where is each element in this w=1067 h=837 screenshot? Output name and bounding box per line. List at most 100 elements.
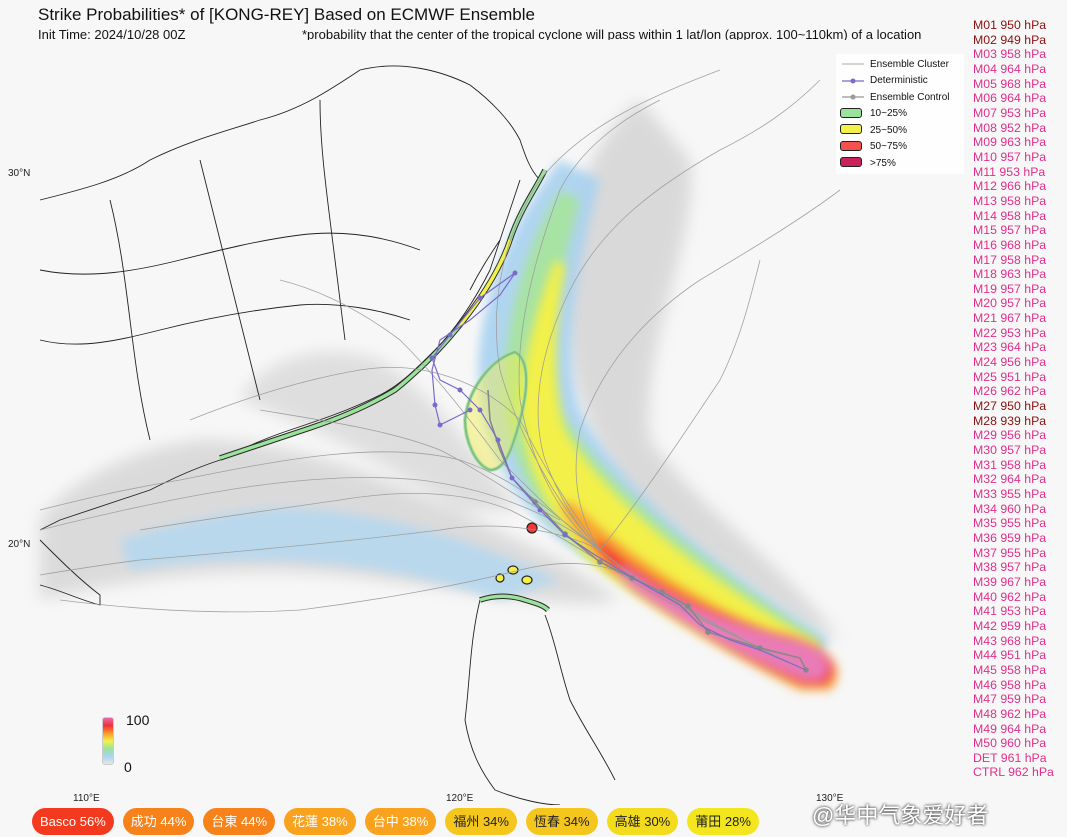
member-pressure-item: M28 939 hPa (973, 413, 1047, 428)
member-pressure-item: M33 955 hPa (973, 487, 1047, 501)
member-pressure-item: M36 959 hPa (973, 530, 1047, 545)
member-pressure-item: M20 957 hPa (973, 296, 1047, 311)
colorbar-min-label: 0 (124, 759, 132, 775)
member-pressure-item: M25 951 hPa (973, 369, 1047, 384)
member-pressure-item: M18 963 hPa (973, 267, 1047, 282)
legend-item: 25~50% (840, 122, 960, 139)
member-pressure-item: M29 956 hPa (973, 428, 1047, 443)
member-pressure-item: M50 960 hPa (973, 736, 1047, 751)
legend-line-icon (840, 58, 866, 70)
member-pressure-item: M39 967 hPa (973, 574, 1047, 589)
legend-label: 50~75% (870, 141, 907, 153)
lat-label: 30°N (8, 168, 31, 179)
legend-label: 10~25% (870, 108, 907, 120)
member-pressure-item: M09 963 hPa (973, 135, 1047, 150)
legend-item: Ensemble Control (840, 89, 960, 106)
colorbar-max-label: 100 (126, 712, 150, 728)
legend-label: >75% (870, 157, 896, 169)
member-pressure-item: M43 968 hPa (973, 633, 1047, 648)
map-title: Strike Probabilities* of [KONG-REY] Base… (38, 5, 535, 24)
member-pressure-item: M10 957 hPa (973, 149, 1047, 164)
member-pressure-item: M11 953 hPa (973, 164, 1046, 179)
member-pressure-item: M42 959 hPa (973, 618, 1047, 633)
strike-probability-map (0, 40, 965, 805)
land-outlines (39, 65, 541, 606)
member-pressure-item: M45 958 hPa (973, 662, 1047, 677)
member-pressure-item: DET 961 hPa (973, 750, 1047, 765)
member-pressure-item: M35 955 hPa (973, 516, 1047, 531)
location-probability-badge: 台東 44% (203, 808, 276, 835)
member-pressure-item: M47 959 hPa (973, 692, 1047, 707)
lon-label: 130°E (816, 793, 844, 804)
member-pressure-item: M37 955 hPa (973, 545, 1047, 560)
legend-box-icon (840, 124, 866, 136)
location-probability-list: Basco 56% 成功 44% 台東 44% 花蓮 38% 台中 38% 福州 34% 恆… (32, 808, 759, 835)
probability-plume-blue (120, 160, 830, 680)
legend-box-icon (840, 140, 866, 153)
member-pressure-item: M24 956 hPa (973, 355, 1047, 370)
member-pressure-item: M15 957 hPa (973, 223, 1047, 238)
member-pressure-item: M46 958 hPa (973, 677, 1047, 692)
location-probability-badge: Basco 56% (32, 808, 114, 835)
init-time: Init Time: 2024/10/28 00Z (38, 27, 186, 42)
member-pressure-item: M23 964 hPa (973, 340, 1047, 355)
member-pressure-item: M03 958 hPa (973, 47, 1047, 62)
member-pressure-item: M08 952 hPa (973, 120, 1047, 135)
map-legend: Ensemble Cluster Deterministic Ensemble … (836, 54, 964, 174)
location-probability-badge: 台中 38% (364, 808, 437, 835)
member-pressure-item: M06 964 hPa (973, 91, 1047, 106)
member-pressure-item: M07 953 hPa (973, 105, 1047, 120)
deterministic-track (429, 270, 807, 671)
member-pressure-item: M34 960 hPa (973, 501, 1047, 516)
probability-footnote: *probability that the center of the trop… (302, 27, 922, 42)
legend-line-dot-icon (840, 75, 866, 87)
member-pressure-item: M49 964 hPa (973, 721, 1047, 736)
member-pressure-item: M14 958 hPa (973, 208, 1047, 223)
legend-label: Deterministic (870, 75, 928, 87)
ensemble-member-list: M01 950 hPa M02 949 hPa M03 958 hPa M04 964… (973, 18, 1067, 780)
member-pressure-item: M38 957 hPa (973, 560, 1047, 575)
location-probability-badge: 福州 34% (445, 808, 517, 835)
legend-item: 10~25% (840, 106, 960, 123)
legend-label: 25~50% (870, 124, 907, 136)
member-pressure-item: M16 968 hPa (973, 237, 1047, 252)
lat-label: 20°N (8, 539, 31, 550)
member-pressure-item: M02 949 hPa (973, 32, 1047, 47)
member-pressure-item: M22 953 hPa (973, 325, 1047, 340)
member-pressure-item: M12 966 hPa (973, 179, 1047, 194)
legend-item: >75% (840, 155, 960, 172)
member-pressure-item: M44 951 hPa (973, 648, 1047, 663)
probability-colorbar (102, 717, 114, 765)
member-pressure-item: CTRL 962 hPa (973, 765, 1054, 780)
lon-label: 120°E (446, 793, 474, 804)
member-pressure-item: M19 957 hPa (973, 281, 1047, 296)
member-pressure-item: M04 964 hPa (973, 61, 1047, 76)
member-pressure-item: M31 958 hPa (973, 457, 1047, 472)
member-pressure-item: M13 958 hPa (973, 193, 1047, 208)
member-pressure-item: M26 962 hPa (973, 384, 1047, 399)
member-pressure-item: M27 950 hPa (973, 399, 1047, 414)
legend-label: Ensemble Cluster (870, 58, 949, 70)
legend-item: Deterministic (840, 73, 960, 90)
watermark: @华中气象爱好者 (812, 803, 989, 828)
location-probability-badge: 花蓮 38% (284, 808, 356, 835)
location-probability-badge: 恆春 34% (525, 808, 598, 835)
member-pressure-item: M41 953 hPa (973, 604, 1047, 619)
location-probability-badge: 莆田 28% (687, 808, 759, 835)
legend-box-icon (840, 107, 866, 120)
legend-item: Ensemble Cluster (840, 56, 960, 73)
legend-box-icon (840, 157, 866, 169)
member-pressure-item: M05 968 hPa (973, 76, 1047, 91)
location-probability-badge: 成功 44% (122, 808, 195, 835)
member-pressure-item: M21 967 hPa (973, 311, 1047, 326)
member-pressure-item: M40 962 hPa (973, 589, 1047, 604)
legend-line-dot-icon (840, 91, 866, 103)
member-pressure-item: M30 957 hPa (973, 443, 1047, 458)
legend-label: Ensemble Control (870, 91, 950, 103)
member-pressure-item: M32 964 hPa (973, 472, 1047, 487)
member-pressure-item: M01 950 hPa (973, 18, 1047, 32)
luzon-outline (464, 599, 616, 805)
member-pressure-item: M17 958 hPa (973, 252, 1047, 267)
lon-label: 110°E (73, 793, 100, 804)
location-probability-badge: 高雄 30% (606, 808, 679, 835)
